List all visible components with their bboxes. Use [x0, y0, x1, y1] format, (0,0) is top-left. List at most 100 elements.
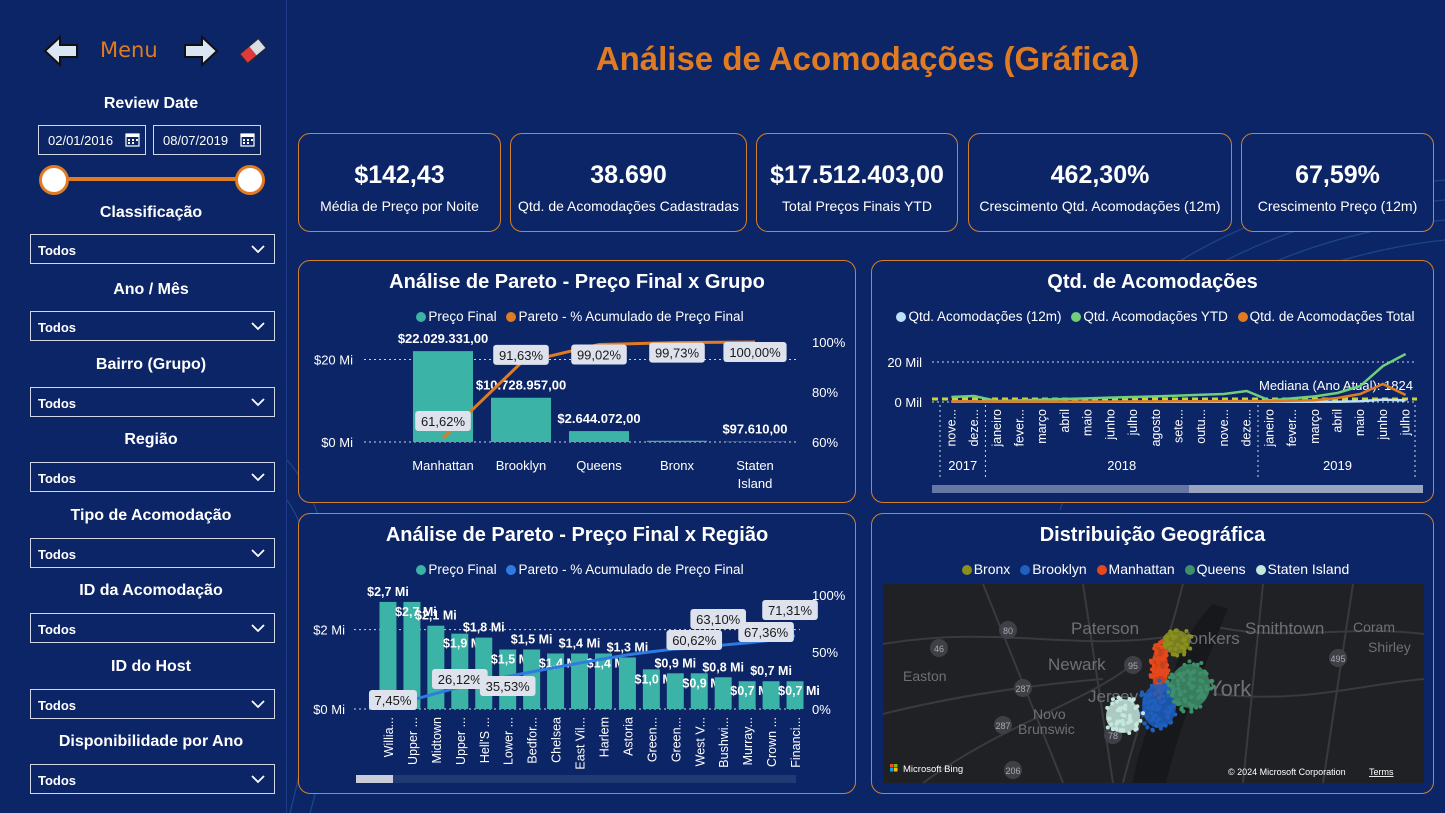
map-point	[1150, 698, 1155, 703]
map-point	[1204, 684, 1209, 689]
bar[interactable]	[647, 440, 707, 442]
calendar-icon[interactable]	[240, 132, 255, 147]
map-point	[1121, 728, 1126, 733]
bar[interactable]	[618, 657, 636, 709]
map-road	[1212, 678, 1424, 698]
bar[interactable]	[379, 601, 397, 709]
bar[interactable]	[642, 669, 660, 709]
legend-swatch	[416, 312, 427, 322]
series-line[interactable]	[951, 382, 1407, 403]
x-tick-label: abril	[1058, 409, 1072, 433]
map-canvas[interactable]: Paterson Yonkers Smithtown Coram Shirley Newa…	[883, 584, 1424, 783]
map-view[interactable]: Paterson Yonkers Smithtown Coram Shirley Newa…	[883, 584, 1424, 783]
bar[interactable]	[762, 681, 780, 709]
map-point	[1120, 713, 1125, 718]
map-point	[1158, 667, 1163, 672]
map-point	[1142, 721, 1147, 726]
bar-value-label: $1,3 Mi	[607, 640, 649, 654]
legend-label: Qtd. Acomodações (12m)	[908, 309, 1062, 324]
pareto-regiao-panel: Análise de Pareto - Preço Final x Região…	[298, 513, 856, 794]
x-tick-label: Bronx	[660, 458, 694, 473]
map-point	[1106, 716, 1111, 721]
bar[interactable]	[666, 673, 684, 709]
pareto-label: 99,73%	[655, 346, 700, 361]
map-point	[1173, 634, 1178, 639]
id-acomodacao-dropdown[interactable]: Todos	[30, 613, 275, 643]
map-point	[1187, 702, 1192, 707]
map-point	[1183, 637, 1188, 642]
disponibilidade-value: Todos	[38, 773, 77, 788]
horizontal-scrollbar[interactable]	[356, 775, 796, 783]
end-date-field[interactable]: 08/07/2019	[153, 125, 261, 155]
bar[interactable]	[786, 681, 804, 709]
x-tick-label: East Vil...	[574, 717, 588, 770]
pareto-regiao-chart[interactable]: $2 Mi $0 Mi 100% 50% 0% $2,7 Mi Willia... $2,7 …	[299, 514, 857, 795]
bairro-dropdown[interactable]: Todos	[30, 387, 275, 417]
start-date-field[interactable]: 02/01/2016	[38, 125, 146, 155]
map-point	[1167, 683, 1172, 688]
map-point	[1188, 646, 1193, 651]
qtd-acomodacoes-chart[interactable]: 20 Mil 0 Mil Mediana (Ano Atual): 1824 nove…	[872, 261, 1435, 504]
legend-swatch	[961, 565, 972, 575]
map-road	[1122, 584, 1184, 783]
map-point	[1173, 712, 1178, 717]
scrollbar-thumb[interactable]	[356, 775, 393, 783]
x-tick-label: deze...	[967, 409, 981, 447]
x-tick-label: Manhattan	[412, 458, 473, 473]
map-point	[1123, 706, 1128, 711]
highway-shield	[1004, 761, 1022, 779]
map-point	[1199, 660, 1204, 665]
map-point	[1149, 711, 1154, 716]
highway-number: 95	[1128, 661, 1138, 671]
ano-mes-value: Todos	[38, 320, 77, 335]
calendar-icon[interactable]	[125, 132, 140, 147]
disponibilidade-dropdown[interactable]: Todos	[30, 764, 275, 794]
pareto-grupo-chart[interactable]: $20 Mi $0 Mi 100% 80% 60% $22.029.331,00 Manha…	[299, 261, 857, 504]
bar[interactable]	[403, 601, 421, 709]
bar[interactable]	[569, 431, 629, 442]
menu-label[interactable]: Menu	[100, 38, 158, 62]
map-point	[1172, 652, 1177, 657]
kpi-value: 38.690	[590, 161, 667, 189]
bar[interactable]	[690, 673, 708, 709]
map-point	[1168, 646, 1173, 651]
classificacao-dropdown[interactable]: Todos	[30, 234, 275, 264]
date-range-start-handle[interactable]	[39, 165, 69, 195]
eraser-icon[interactable]	[238, 36, 268, 66]
map-point	[1163, 672, 1168, 677]
bar[interactable]	[594, 653, 612, 709]
chart-title: Distribuição Geográfica	[1039, 524, 1266, 546]
map-place-label: Brunswic	[1018, 721, 1075, 737]
x-tick-label: Harlem	[597, 717, 611, 757]
id-host-dropdown[interactable]: Todos	[30, 689, 275, 719]
date-range-end-handle[interactable]	[235, 165, 265, 195]
chart-title: Análise de Pareto - Preço Final x Região	[385, 524, 769, 546]
x-tick-label: Queens	[576, 458, 622, 473]
map-point	[1175, 678, 1180, 683]
map-point	[1135, 704, 1140, 709]
map-point	[1169, 641, 1174, 646]
regiao-dropdown[interactable]: Todos	[30, 462, 275, 492]
bar[interactable]	[491, 397, 551, 442]
map-point	[1151, 717, 1156, 722]
horizontal-scrollbar[interactable]	[932, 485, 1423, 493]
map-point	[1163, 723, 1168, 728]
x-tick-label: fever...	[1285, 409, 1299, 447]
terms-link[interactable]: Terms	[1369, 767, 1394, 777]
classificacao-title: Classificação	[99, 204, 203, 221]
map-point	[1175, 653, 1180, 658]
scrollbar-thumb[interactable]	[1189, 485, 1423, 493]
date-range-track[interactable]	[54, 177, 251, 181]
kpi-value: 462,30%	[1050, 161, 1150, 189]
tipo-dropdown[interactable]: Todos	[30, 538, 275, 568]
series-line[interactable]	[951, 352, 1407, 403]
ano-mes-dropdown[interactable]: Todos	[30, 311, 275, 341]
bar[interactable]	[571, 653, 589, 709]
forward-arrow-icon[interactable]	[182, 34, 220, 68]
disponibilidade-title: Disponibilidade por Ano	[58, 733, 244, 750]
map-point	[1179, 674, 1184, 679]
back-arrow-icon[interactable]	[42, 34, 80, 68]
map-point	[1187, 634, 1192, 639]
bar[interactable]	[714, 677, 732, 709]
bar[interactable]	[738, 681, 756, 709]
